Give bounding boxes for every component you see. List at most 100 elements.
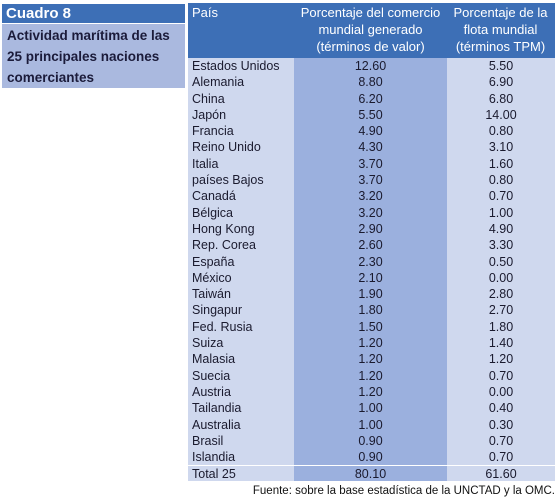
table-row: Italia 3.70 1.60 <box>188 156 555 172</box>
cell-fleet-share: 0.70 <box>488 189 514 204</box>
cell-fleet-share: 5.50 <box>488 59 514 73</box>
cell-fleet-share: 0.30 <box>488 417 514 432</box>
cell-fleet-share: 0.40 <box>488 401 514 416</box>
table-row: Rep. Corea 2.60 3.30 <box>188 237 555 253</box>
cell-country: Australia <box>192 417 241 432</box>
table-number-label: Cuadro 8 <box>2 4 185 23</box>
cell-trade-share: 3.70 <box>358 156 383 171</box>
trade-column-background <box>294 58 447 481</box>
header-line: Porcentaje del comercio <box>300 5 441 20</box>
table-row: Hong Kong 2.90 4.90 <box>188 221 555 237</box>
cell-fleet-share: 1.20 <box>488 352 514 367</box>
cell-trade-share: 3.70 <box>358 173 383 188</box>
table-row: Alemania 8.80 6.90 <box>188 74 555 90</box>
table-body: Estados Unidos 12.60 5.50 Alemania 8.80 6.90 C… <box>188 58 555 483</box>
cell-country: Tailandia <box>192 401 242 416</box>
header-line: mundial generado <box>318 22 423 37</box>
cell-trade-share: 2.30 <box>358 254 383 269</box>
cell-country: España <box>192 254 235 269</box>
table-row: Francia 4.90 0.80 <box>188 123 555 139</box>
cell-fleet-share: 3.10 <box>488 140 514 155</box>
table-row: España 2.30 0.50 <box>188 254 555 270</box>
cell-fleet-share: 0.00 <box>488 270 514 285</box>
cell-fleet-share: 0.80 <box>488 173 514 188</box>
cell-fleet-share: 0.50 <box>488 254 514 269</box>
cell-fleet-share: 0.70 <box>488 368 514 383</box>
cell-country: Suecia <box>192 368 231 383</box>
table-row: Brasil 0.90 0.70 <box>188 433 555 449</box>
cell-country: Bélgica <box>192 205 233 220</box>
cell-country: México <box>192 270 232 285</box>
table-title-line: 25 principales naciones <box>7 49 160 64</box>
fleet-column-background <box>447 58 555 481</box>
cell-trade-share: 2.10 <box>358 270 383 285</box>
table-title-line: comerciantes <box>7 70 95 85</box>
cell-fleet-share: 14.00 <box>485 107 517 122</box>
cell-country: Brasil <box>192 433 224 448</box>
cell-trade-share: 1.20 <box>358 368 383 383</box>
cell-country: Reino Unido <box>192 140 261 155</box>
table-row: Singapur 1.80 2.70 <box>188 302 555 318</box>
cell-fleet-share: 6.80 <box>488 91 514 106</box>
table-title-line: Actividad marítima de las <box>7 28 170 43</box>
cell-country: Taiwán <box>192 287 231 302</box>
cell-country: Suiza <box>192 336 224 351</box>
table-row: Taiwán 1.90 2.80 <box>188 286 555 302</box>
cell-fleet-share: 1.60 <box>488 156 514 171</box>
header-line: flota mundial <box>463 22 538 37</box>
cell-country: Malasia <box>192 352 236 367</box>
table-row: Suiza 1.20 1.40 <box>188 335 555 351</box>
cell-country: Total 25 <box>192 467 236 482</box>
table-row: Malasia 1.20 1.20 <box>188 351 555 367</box>
cell-trade-share: 1.00 <box>358 401 383 416</box>
cell-trade-share: 1.20 <box>358 384 383 399</box>
cell-trade-share: 3.20 <box>358 205 383 220</box>
cell-country: Hong Kong <box>192 221 255 236</box>
cell-trade-share: 0.90 <box>358 450 383 465</box>
table-row: Reino Unido 4.30 3.10 <box>188 139 555 155</box>
cell-trade-share: 8.80 <box>358 75 383 90</box>
cell-country: Austria <box>192 384 231 399</box>
cell-trade-share: 1.50 <box>358 319 383 334</box>
header-line: (términos de valor) <box>316 39 425 54</box>
header-fleet-share: Porcentaje de la flota mundial (términos… <box>446 3 555 58</box>
cell-fleet-share: 0.70 <box>488 450 514 465</box>
cell-country: Islandia <box>192 450 236 465</box>
table-row: Japón 5.50 14.00 <box>188 107 555 123</box>
cell-fleet-share: 3.30 <box>488 238 514 253</box>
table-row: Tailandia 1.00 0.40 <box>188 400 555 416</box>
country-column-background <box>188 58 294 481</box>
cell-country: Canadá <box>192 189 236 204</box>
cell-trade-share: 3.20 <box>358 189 383 204</box>
header-trade-share: Porcentaje del comercio mundial generado… <box>296 3 445 58</box>
cell-trade-share: 4.30 <box>358 140 383 155</box>
table-row: Suecia 1.20 0.70 <box>188 368 555 384</box>
cell-fleet-share: 0.80 <box>488 124 514 139</box>
cell-country: Francia <box>192 124 234 139</box>
table-row: Fed. Rusia 1.50 1.80 <box>188 319 555 335</box>
table-header: País Porcentaje del comercio mundial gen… <box>188 3 555 58</box>
cell-trade-share: 1.20 <box>358 352 383 367</box>
table-row: Austria 1.20 0.00 <box>188 384 555 400</box>
cell-country: Rep. Corea <box>192 238 256 253</box>
cell-trade-share: 6.20 <box>358 91 383 106</box>
header-country: País <box>192 5 219 20</box>
header-line: (términos TPM) <box>455 39 546 54</box>
cell-fleet-share: 0.70 <box>488 433 514 448</box>
cell-trade-share: 5.50 <box>358 107 383 122</box>
cell-country: Alemania <box>192 75 245 90</box>
cell-fleet-share: 1.80 <box>488 319 514 334</box>
table-row: Canadá 3.20 0.70 <box>188 188 555 204</box>
table-row: Islandia 0.90 0.70 <box>188 449 555 465</box>
cell-country: países Bajos <box>192 173 264 188</box>
cell-country: Japón <box>192 107 227 122</box>
cell-trade-share: 1.20 <box>358 336 383 351</box>
cell-trade-share: 80.10 <box>354 467 387 482</box>
cell-trade-share: 1.00 <box>358 417 383 432</box>
cell-trade-share: 1.90 <box>358 287 383 302</box>
header-line: Porcentaje de la <box>453 5 548 20</box>
cell-trade-share: 4.90 <box>358 124 383 139</box>
cell-country: Estados Unidos <box>192 59 280 73</box>
cell-fleet-share: 6.90 <box>488 75 514 90</box>
cell-trade-share: 2.60 <box>358 238 383 253</box>
